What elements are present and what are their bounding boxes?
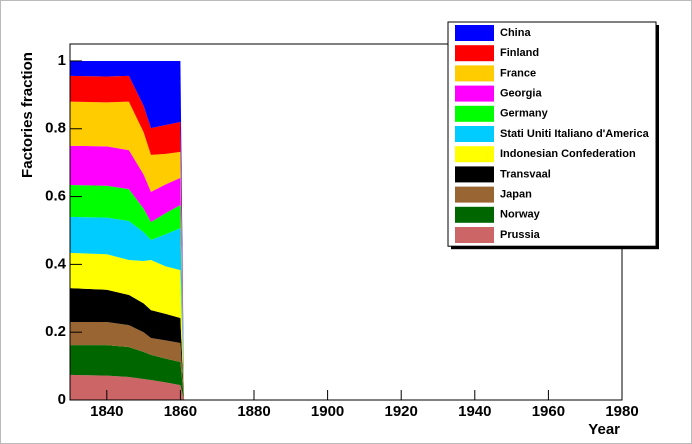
legend-swatch	[455, 166, 494, 183]
legend-label: Norway	[500, 209, 541, 221]
legend-swatch	[455, 45, 494, 62]
legend-label: Germany	[500, 108, 549, 120]
legend-label: Georgia	[500, 88, 542, 100]
x-tick-label: 1840	[90, 403, 123, 420]
y-tick-label: 0.4	[45, 255, 67, 272]
x-axis-label: Year	[588, 421, 620, 438]
y-axis-label: Factories fraction	[19, 52, 36, 178]
legend-label: Japan	[500, 189, 532, 201]
y-tick-label: 0.8	[45, 120, 66, 137]
legend-label: Indonesian Confederation	[500, 148, 636, 160]
x-tick-label: 1940	[458, 403, 491, 420]
legend-swatch	[455, 206, 494, 223]
legend-label: Transvaal	[500, 168, 551, 180]
y-tick-label: 0.6	[45, 188, 66, 205]
plot-area	[70, 60, 622, 400]
area	[70, 345, 622, 400]
legend-label: France	[500, 67, 536, 79]
y-tick-label: 1	[58, 52, 66, 69]
legend-label: China	[500, 27, 531, 39]
x-tick-label: 1900	[311, 403, 344, 420]
legend-label: Finland	[500, 47, 539, 59]
legend-label: Prussia	[500, 229, 541, 241]
legend-swatch	[455, 186, 494, 203]
area	[70, 288, 622, 400]
legend-swatch	[455, 65, 494, 82]
legend-swatch	[455, 146, 494, 163]
legend-swatch	[455, 105, 494, 122]
area	[70, 216, 622, 400]
area	[70, 145, 622, 400]
x-tick-label: 1960	[532, 403, 565, 420]
x-tick-label: 1860	[164, 403, 197, 420]
legend-swatch	[455, 126, 494, 142]
x-tick-label: 1880	[237, 403, 270, 420]
area	[70, 101, 622, 400]
area	[70, 252, 622, 400]
area	[70, 374, 622, 400]
y-tick-label: 0	[58, 391, 66, 408]
legend-swatch	[455, 85, 494, 102]
legend-label: Stati Uniti Italiano d'America	[500, 128, 650, 140]
area	[70, 322, 622, 400]
area	[70, 185, 622, 400]
y-tick-label: 0.2	[45, 323, 66, 340]
legend-swatch	[455, 25, 494, 41]
x-tick-label: 1920	[385, 403, 418, 420]
legend-swatch	[455, 227, 494, 243]
x-tick-label: 1980	[605, 403, 638, 420]
